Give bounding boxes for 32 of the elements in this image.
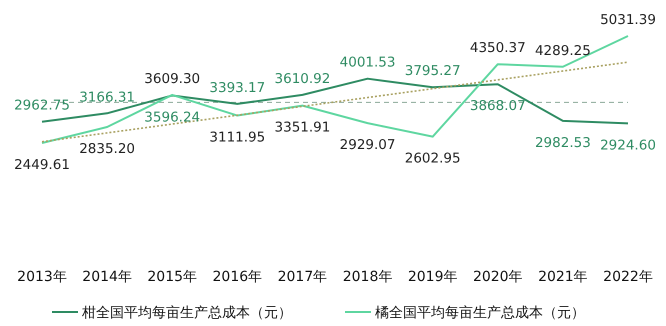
x-tick-label: 2014年 [82, 269, 132, 285]
x-tick-label: 2019年 [408, 269, 458, 285]
data-label: 2929.07 [340, 137, 396, 154]
data-label: 4289.25 [534, 42, 591, 59]
x-tick-label: 2015年 [147, 269, 198, 285]
data-label: 3610.92 [274, 70, 330, 87]
data-label: 2982.53 [534, 134, 591, 151]
data-label: 5031.39 [600, 12, 656, 28]
data-label: 3166.31 [79, 89, 136, 106]
data-label: 3351.91 [274, 120, 330, 136]
data-label: 2602.95 [404, 150, 461, 167]
legend-label: 橘全国平均每亩生产总成本（元） [375, 305, 585, 321]
x-tick-label: 2017年 [278, 269, 328, 285]
data-label: 4001.53 [340, 54, 396, 71]
data-label: 4350.37 [470, 40, 526, 56]
x-tick-label: 2018年 [342, 269, 392, 285]
data-label: 3596.24 [144, 109, 200, 126]
data-label: 3111.95 [209, 130, 266, 146]
x-tick-label: 2013年 [17, 269, 67, 285]
data-label: 3795.27 [404, 63, 461, 80]
data-label: 2449.61 [14, 157, 70, 173]
data-label: 2962.75 [14, 98, 70, 114]
legend-label: 柑全国平均每亩生产总成本（元） [81, 305, 292, 321]
x-tick-label: 2016年 [212, 269, 262, 285]
data-label: 2835.20 [79, 141, 136, 158]
data-label: 3609.30 [144, 70, 200, 87]
x-tick-label: 2021年 [538, 269, 588, 285]
x-tick-label: 2022年 [603, 269, 653, 285]
data-label: 3393.17 [209, 80, 266, 96]
x-tick-label: 2020年 [472, 269, 523, 285]
data-label: 2924.60 [600, 137, 656, 154]
data-label: 3868.07 [470, 98, 526, 114]
